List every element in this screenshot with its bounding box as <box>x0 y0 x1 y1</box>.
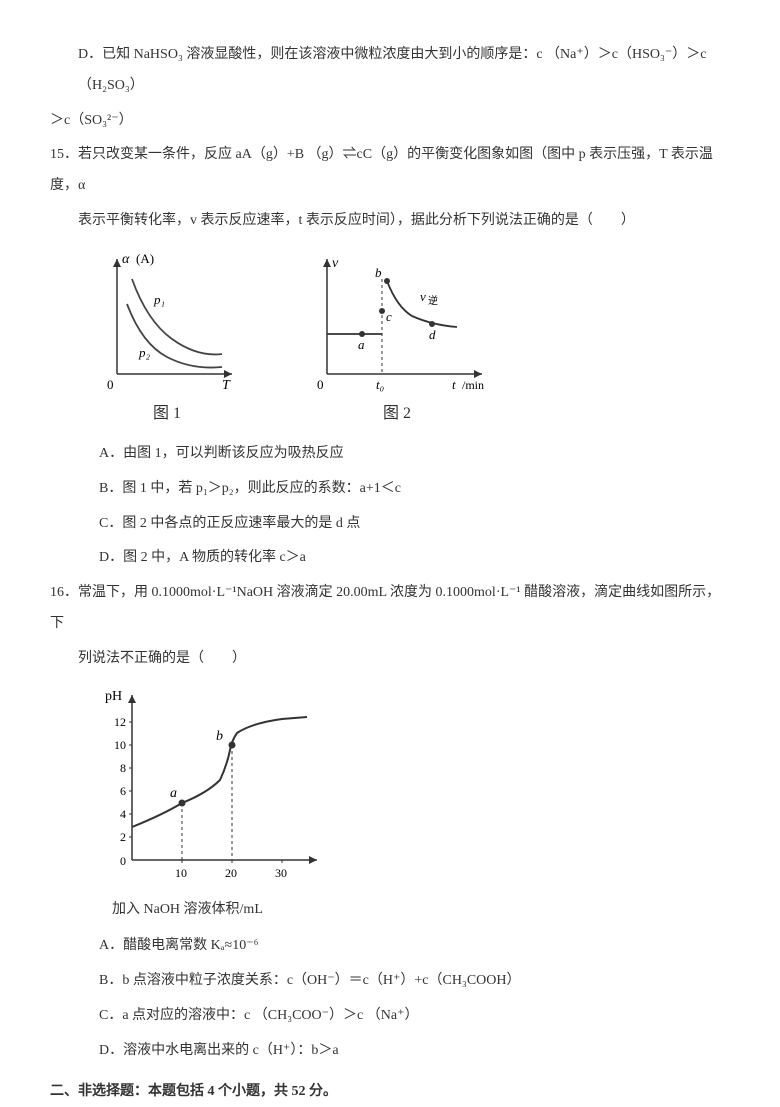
q16-chart-svg: pH 0 2 4 6 8 10 12 10 20 30 a b <box>92 685 332 895</box>
section-2-header: 二、非选择题：本题包括 4 个小题，共 52 分。 <box>50 1077 730 1107</box>
q15-figures: α (A) T 0 p₁ p₂ 图 1 v t /min 0 a <box>50 249 730 431</box>
svg-text:/min: /min <box>462 378 484 392</box>
svg-text:a: a <box>170 786 177 801</box>
q15-figure1: α (A) T 0 p₁ p₂ 图 1 <box>92 249 242 431</box>
q15-fig2-caption: 图 2 <box>302 396 492 431</box>
svg-text:a: a <box>358 337 365 352</box>
svg-text:p₁: p₁ <box>153 292 165 307</box>
svg-text:10: 10 <box>114 738 126 752</box>
svg-text:0: 0 <box>317 377 324 392</box>
q14-option-d: D．已知 NaHSO₃ 溶液显酸性，则在该溶液中微粒浓度由大到小的顺序是：c （… <box>50 40 730 102</box>
q14-option-d-cont: ＞c（SO₃²⁻） <box>50 106 730 137</box>
q15-stem-cont: 表示平衡转化率，v 表示反应速率，t 表示反应时间），据此分析下列说法正确的是（… <box>50 206 730 237</box>
svg-text:t: t <box>452 377 456 392</box>
q16-figure: pH 0 2 4 6 8 10 12 10 20 30 a b 加入 NaOH … <box>50 685 730 926</box>
svg-text:b: b <box>216 729 223 744</box>
svg-text:逆: 逆 <box>428 294 438 307</box>
q15-fig2-svg: v t /min 0 a t₀ b c d v 逆 <box>302 249 492 394</box>
svg-text:2: 2 <box>120 830 126 844</box>
svg-text:T: T <box>222 378 231 393</box>
q16-stem: 16．常温下，用 0.1000mol·L⁻¹NaOH 溶液滴定 20.00mL … <box>50 578 730 640</box>
q15-figure2: v t /min 0 a t₀ b c d v 逆 图 2 <box>302 249 492 431</box>
q15-stem: 15．若只改变某一条件，反应 aA（g）+B （g）⇌cC（g）的平衡变化图象如… <box>50 140 730 202</box>
q16-option-d: D．溶液中水电离出来的 c（H⁺）：b＞a <box>50 1036 730 1067</box>
svg-text:c: c <box>386 309 392 324</box>
svg-text:10: 10 <box>175 866 187 880</box>
q16-option-b: B．b 点溶液中粒子浓度关系：c（OH⁻）＝c（H⁺）+c（CH₃COOH） <box>50 966 730 997</box>
svg-text:8: 8 <box>120 761 126 775</box>
svg-text:α: α <box>122 252 130 267</box>
svg-text:4: 4 <box>120 807 126 821</box>
q15-fig1-caption: 图 1 <box>92 396 242 431</box>
q16-x-axis-label: 加入 NaOH 溶液体积/mL <box>92 895 730 926</box>
svg-text:pH: pH <box>105 689 122 704</box>
q15-option-b: B．图 1 中，若 p₁＞p₂，则此反应的系数：a+1＜c <box>50 474 730 505</box>
svg-text:v: v <box>420 289 426 304</box>
q15-fig1-svg: α (A) T 0 p₁ p₂ <box>92 249 242 394</box>
svg-text:v: v <box>332 256 339 271</box>
svg-text:b: b <box>375 265 382 280</box>
svg-text:30: 30 <box>275 866 287 880</box>
q15-option-d: D．图 2 中，A 物质的转化率 c＞a <box>50 543 730 574</box>
svg-text:6: 6 <box>120 784 126 798</box>
svg-text:0: 0 <box>107 377 114 392</box>
svg-text:(A): (A) <box>136 251 154 266</box>
q15-option-a: A．由图 1，可以判断该反应为吸热反应 <box>50 439 730 470</box>
q16-stem-cont: 列说法不正确的是（ ） <box>50 644 730 675</box>
svg-text:t₀: t₀ <box>376 377 384 392</box>
q16-option-a: A．醋酸电离常数 Kₐ≈10⁻⁶ <box>50 931 730 962</box>
q15-option-c: C．图 2 中各点的正反应速率最大的是 d 点 <box>50 509 730 540</box>
svg-text:d: d <box>429 327 436 342</box>
svg-text:12: 12 <box>114 715 126 729</box>
svg-text:0: 0 <box>120 854 126 868</box>
q16-option-c: C．a 点对应的溶液中：c （CH₃COO⁻）＞c （Na⁺） <box>50 1001 730 1032</box>
svg-text:20: 20 <box>225 866 237 880</box>
svg-text:p₂: p₂ <box>138 345 151 360</box>
